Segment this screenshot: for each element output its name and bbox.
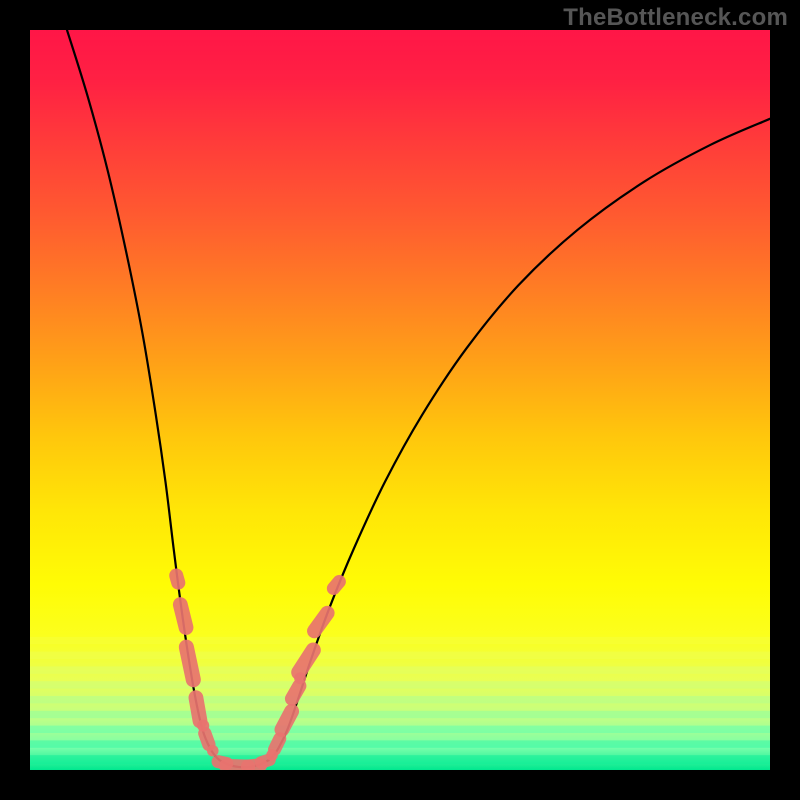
marker-dot (197, 720, 209, 732)
gradient-band (30, 726, 770, 733)
bottleneck-curve-chart (30, 30, 770, 770)
marker-dot (294, 672, 306, 684)
marker-dot (207, 745, 219, 757)
gradient-band (30, 637, 770, 644)
gradient-band (30, 681, 770, 688)
plot-area (30, 30, 770, 770)
chart-frame: TheBottleneck.com (0, 0, 800, 800)
gradient-band (30, 711, 770, 718)
gradient-band (30, 666, 770, 673)
gradient-band (30, 696, 770, 703)
gradient-band (30, 755, 770, 764)
marker-dot (266, 749, 278, 761)
watermark-text: TheBottleneck.com (563, 4, 788, 32)
gradient-band (30, 652, 770, 659)
gradient-band (30, 740, 770, 747)
